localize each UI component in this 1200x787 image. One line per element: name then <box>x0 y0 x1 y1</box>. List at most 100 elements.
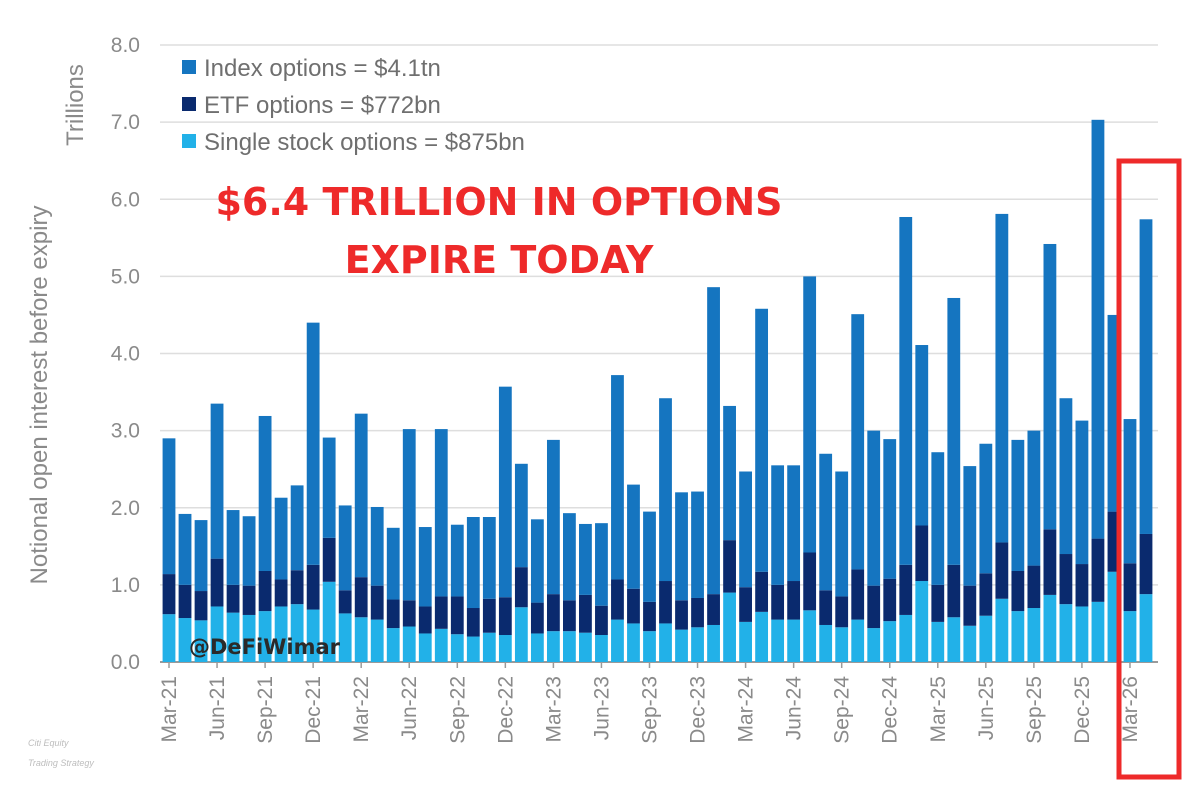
bar-etf-options <box>482 598 496 633</box>
legend-label-single-stock: Single stock options = $875bn <box>204 129 525 156</box>
x-tick-label: Jun-24 <box>783 676 806 741</box>
bar-index-options <box>755 308 769 572</box>
bar-single-stock-options <box>226 612 240 662</box>
bar-single-stock-options <box>274 606 288 662</box>
bar-index-options <box>675 492 688 601</box>
bar-index-options <box>290 485 304 571</box>
bar-single-stock-options <box>402 626 416 662</box>
bar-etf-options <box>178 584 192 619</box>
bar-index-options <box>1075 420 1089 565</box>
bar-single-stock-options <box>1011 611 1025 662</box>
bar-single-stock-options <box>514 607 528 662</box>
bar-etf-options <box>402 600 416 627</box>
bar-single-stock-options <box>835 627 849 662</box>
bar-single-stock-options <box>210 606 224 662</box>
bar-etf-options <box>627 588 640 624</box>
bar-single-stock-options <box>482 632 496 662</box>
bar-etf-options <box>851 569 865 620</box>
y-tick-label: 2.0 <box>111 497 140 520</box>
bar-index-options <box>803 276 817 553</box>
bar-etf-options <box>370 585 384 620</box>
bar-etf-options <box>915 525 929 582</box>
bar-etf-options <box>643 601 656 632</box>
bar-single-stock-options <box>563 631 576 662</box>
bar-single-stock-options <box>579 632 592 662</box>
bar-etf-options <box>226 584 240 613</box>
bar-index-options <box>1043 243 1057 530</box>
bar-index-options <box>258 415 272 571</box>
bar-etf-options <box>563 600 576 632</box>
bar-etf-options <box>1011 570 1025 612</box>
bar-single-stock-options <box>963 625 977 662</box>
bar-index-options <box>450 524 464 597</box>
bar-single-stock-options <box>723 592 736 662</box>
bar-single-stock-options <box>643 631 656 662</box>
y-tick-label: 1.0 <box>111 574 140 597</box>
bar-single-stock-options <box>450 634 464 662</box>
bar-index-options <box>1139 219 1153 534</box>
bar-single-stock-options <box>803 610 817 662</box>
bar-etf-options <box>611 579 624 620</box>
bar-index-options <box>242 516 256 586</box>
bar-index-options <box>563 513 576 601</box>
bar-single-stock-options <box>386 628 400 662</box>
bar-single-stock-options <box>819 624 833 662</box>
bar-index-options <box>723 405 736 541</box>
bar-etf-options <box>258 570 272 612</box>
bar-single-stock-options <box>530 633 544 662</box>
x-tick-label: Sep-25 <box>1023 676 1046 744</box>
bar-single-stock-options <box>675 629 688 662</box>
x-tick-label: Mar-21 <box>158 676 181 743</box>
bar-index-options <box>931 452 945 585</box>
x-tick-label: Sep-21 <box>254 676 277 744</box>
bar-index-options <box>386 527 400 600</box>
bar-etf-options <box>1043 529 1057 595</box>
bar-single-stock-options <box>306 609 320 662</box>
bar-etf-options <box>450 596 464 635</box>
bar-single-stock-options <box>162 614 176 662</box>
legend-swatch-etf <box>182 97 196 111</box>
bar-index-options <box>643 511 656 602</box>
bar-single-stock-options <box>947 617 961 662</box>
bar-index-options <box>546 439 560 595</box>
bar-single-stock-options <box>290 604 304 662</box>
bar-index-options <box>514 463 528 568</box>
bar-etf-options <box>979 573 993 616</box>
bar-etf-options <box>306 564 320 610</box>
bar-single-stock-options <box>1043 594 1057 662</box>
bar-single-stock-options <box>995 598 1009 662</box>
bar-index-options <box>1091 119 1105 539</box>
bar-index-options <box>1123 419 1137 564</box>
bar-etf-options <box>546 594 560 632</box>
y-tick-label: 6.0 <box>111 188 140 211</box>
bar-etf-options <box>819 590 833 625</box>
bar-single-stock-options <box>466 636 480 662</box>
x-tick-label: Sep-24 <box>831 676 854 744</box>
bar-etf-options <box>354 577 368 618</box>
bar-index-options <box>194 520 208 592</box>
bar-etf-options <box>322 537 336 582</box>
y-tick-label: 7.0 <box>111 111 140 134</box>
bar-single-stock-options <box>611 619 624 662</box>
bar-etf-options <box>675 600 688 630</box>
bar-single-stock-options <box>1075 606 1089 662</box>
bar-single-stock-options <box>883 621 897 662</box>
bar-index-options <box>1027 430 1041 566</box>
bar-etf-options <box>1139 533 1153 595</box>
bar-single-stock-options <box>354 617 368 662</box>
bar-etf-options <box>1075 564 1089 607</box>
bar-index-options <box>418 527 432 607</box>
bar-etf-options <box>194 591 208 621</box>
bar-index-options <box>883 439 897 579</box>
bar-index-options <box>338 505 352 591</box>
bar-index-options <box>370 506 384 586</box>
bar-etf-options <box>162 574 176 615</box>
bar-single-stock-options <box>707 624 720 662</box>
bar-single-stock-options <box>194 620 208 662</box>
bar-etf-options <box>595 605 608 636</box>
x-tick-label: Mar-26 <box>1119 676 1142 743</box>
y-axis-title: Notional open interest before expiry <box>26 206 53 585</box>
x-tick-label: Mar-23 <box>542 676 565 743</box>
bar-single-stock-options <box>258 611 272 662</box>
bar-etf-options <box>434 596 448 629</box>
